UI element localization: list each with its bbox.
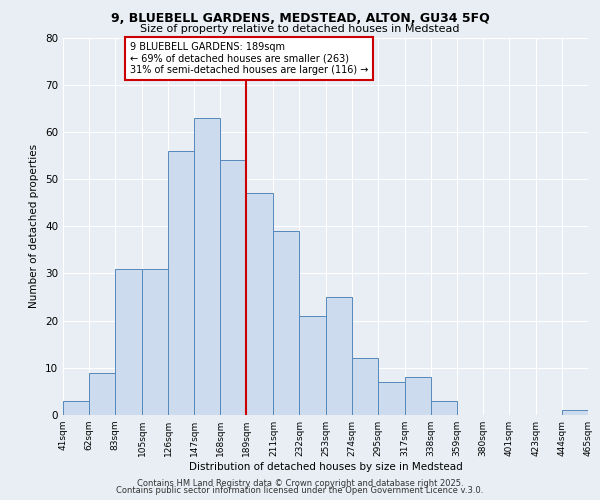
Bar — [299, 316, 325, 415]
Bar — [220, 160, 246, 415]
Text: 9, BLUEBELL GARDENS, MEDSTEAD, ALTON, GU34 5FQ: 9, BLUEBELL GARDENS, MEDSTEAD, ALTON, GU… — [110, 12, 490, 26]
Text: Contains public sector information licensed under the Open Government Licence v.: Contains public sector information licen… — [116, 486, 484, 495]
Y-axis label: Number of detached properties: Number of detached properties — [29, 144, 40, 308]
Bar — [194, 118, 220, 415]
Bar — [63, 401, 89, 415]
Bar — [562, 410, 588, 415]
Bar — [142, 268, 168, 415]
Bar — [246, 193, 274, 415]
Text: Contains HM Land Registry data © Crown copyright and database right 2025.: Contains HM Land Registry data © Crown c… — [137, 478, 463, 488]
Bar — [352, 358, 377, 415]
Bar — [377, 382, 405, 415]
Bar — [89, 372, 115, 415]
Bar — [168, 151, 194, 415]
Bar — [405, 377, 431, 415]
Bar — [431, 401, 457, 415]
Text: 9 BLUEBELL GARDENS: 189sqm
← 69% of detached houses are smaller (263)
31% of sem: 9 BLUEBELL GARDENS: 189sqm ← 69% of deta… — [130, 42, 368, 76]
Bar — [115, 268, 142, 415]
Bar — [274, 231, 299, 415]
X-axis label: Distribution of detached houses by size in Medstead: Distribution of detached houses by size … — [188, 462, 463, 472]
Bar — [325, 297, 352, 415]
Text: Size of property relative to detached houses in Medstead: Size of property relative to detached ho… — [140, 24, 460, 34]
